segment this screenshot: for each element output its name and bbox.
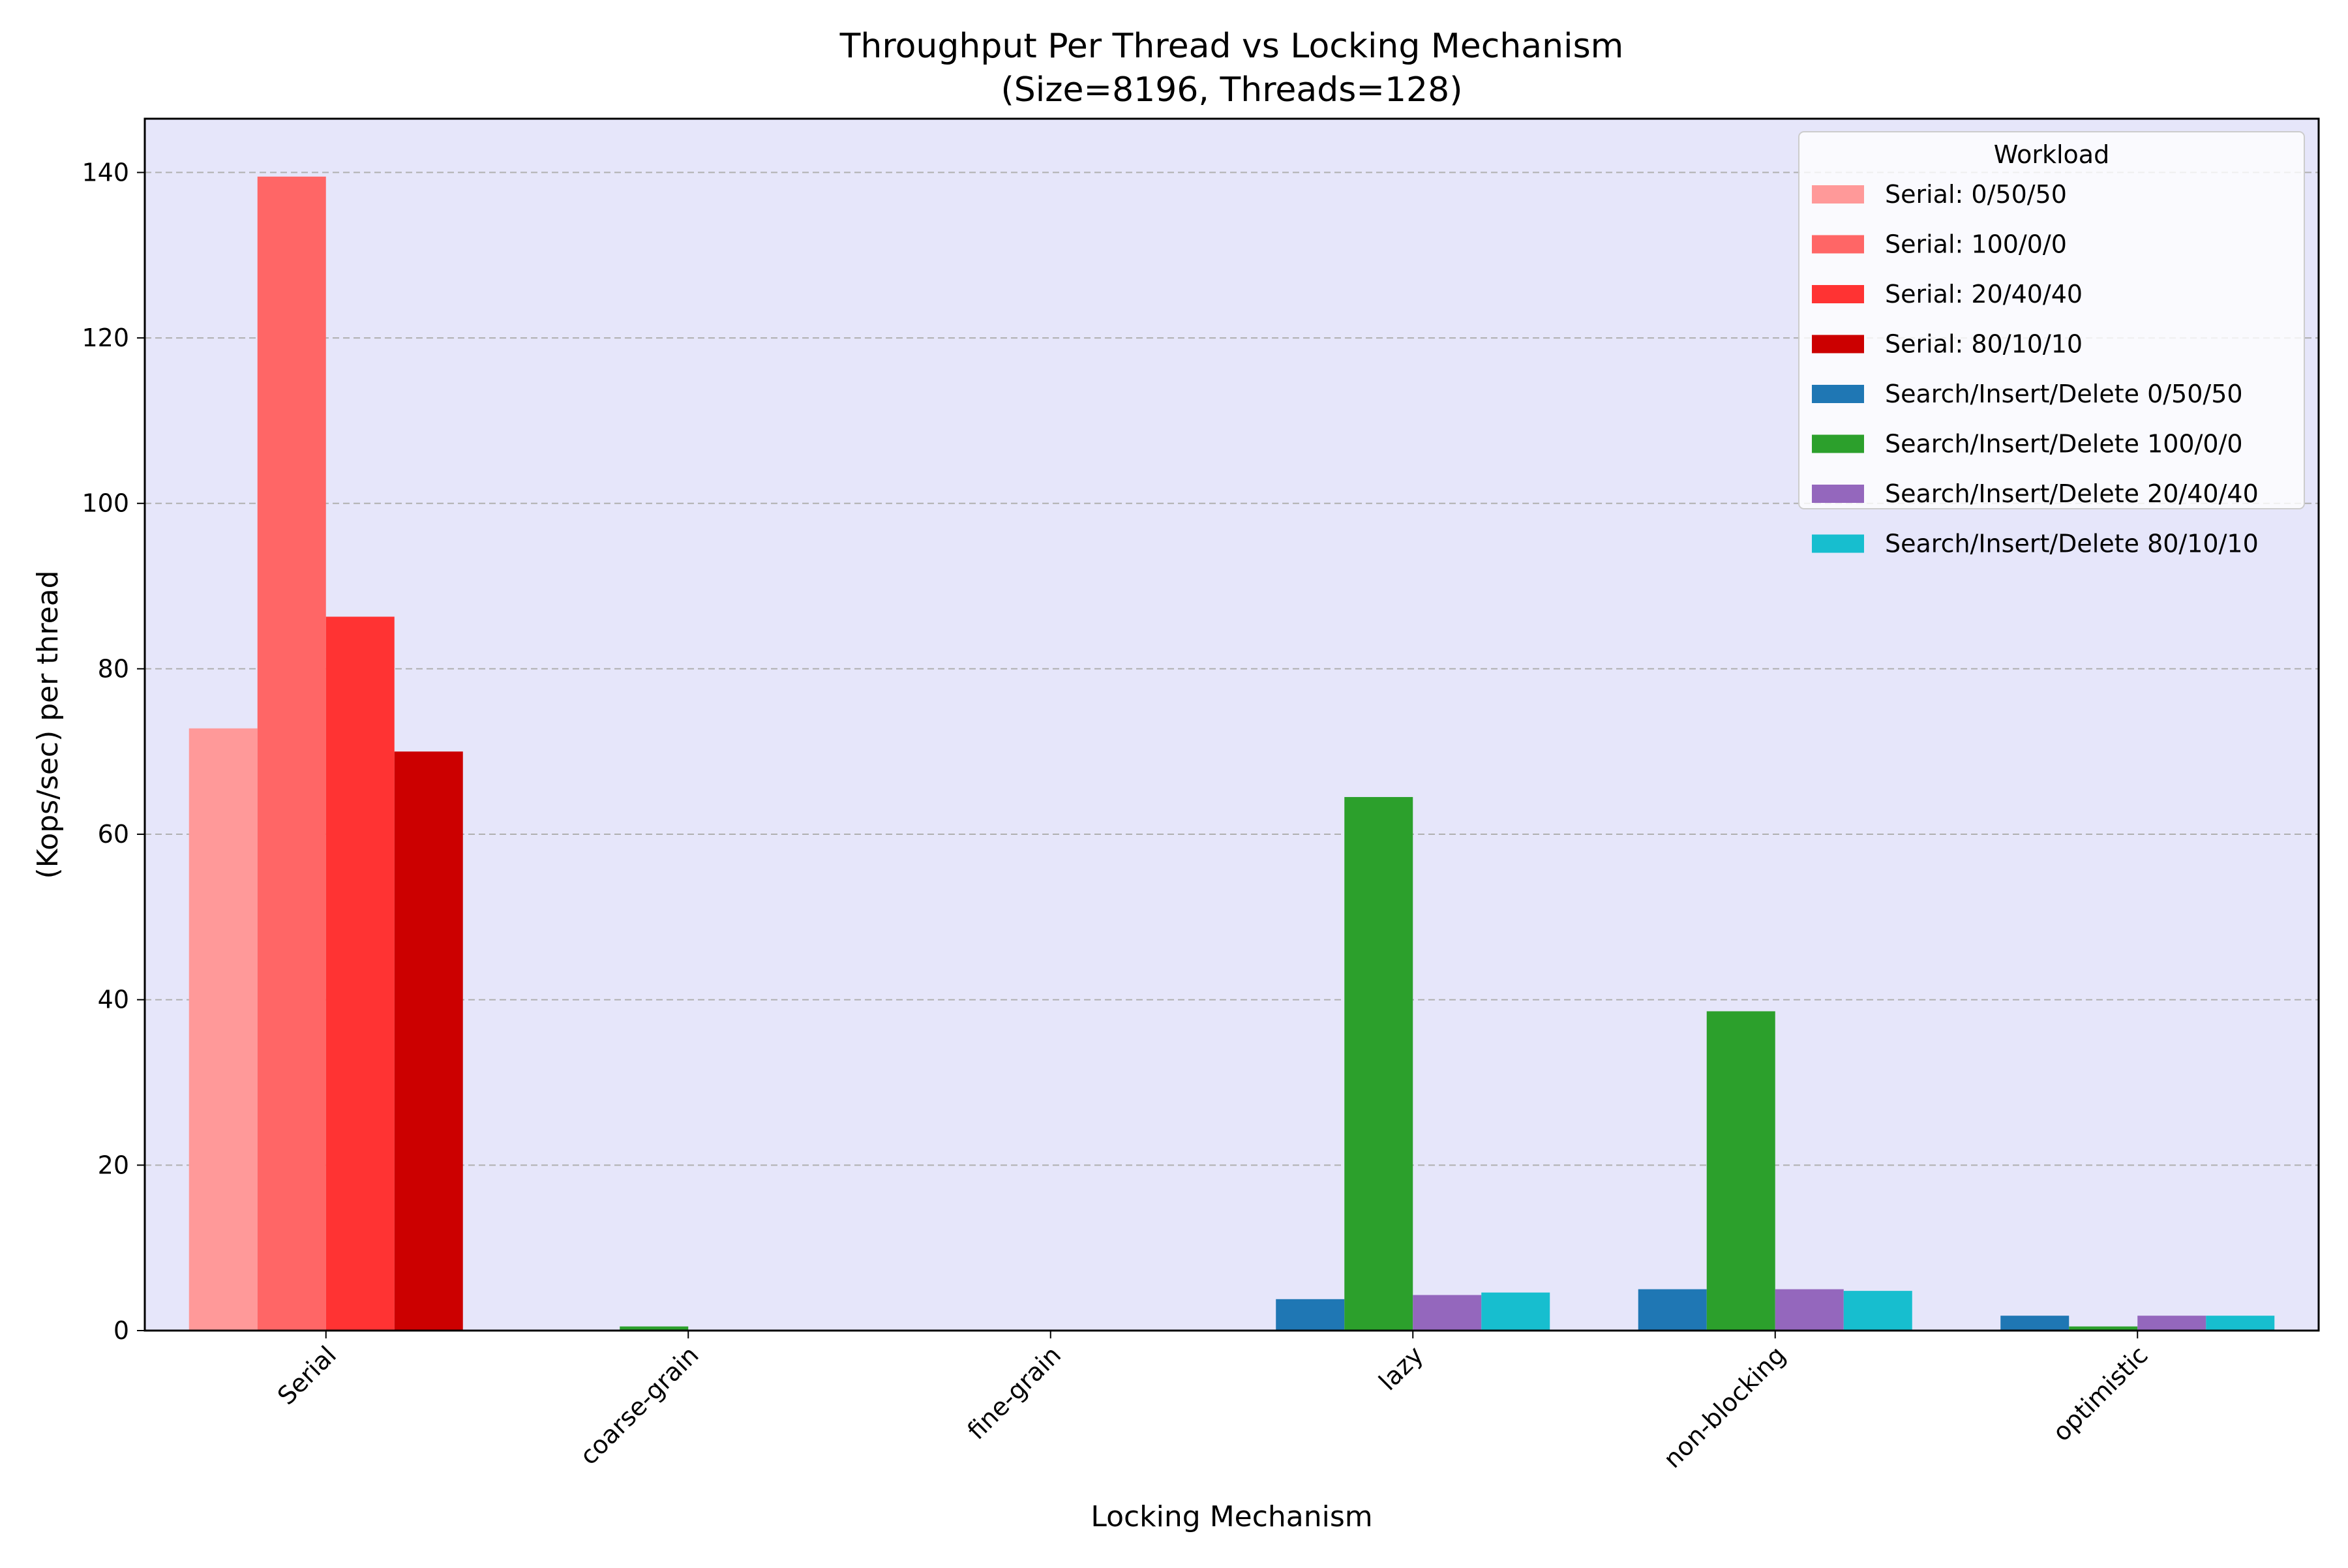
bar-lazy-series-7	[1481, 1293, 1550, 1331]
legend-label: Serial: 0/50/50	[1885, 180, 2067, 209]
x-tick-label: Serial	[272, 1340, 342, 1410]
legend: Workload Serial: 0/50/50 Serial: 100/0/0 S…	[1799, 132, 2304, 558]
bar-lazy-series-6	[1413, 1295, 1481, 1331]
x-axis: Serial coarse-grain fine-grain lazy non-bloc…	[272, 1331, 2154, 1473]
bar-non-blocking-series-7	[1844, 1291, 1912, 1331]
y-tick-label: 20	[98, 1151, 129, 1179]
legend-swatch	[1812, 535, 1864, 553]
legend-label: Search/Insert/Delete 20/40/40	[1885, 479, 2259, 508]
y-tick-label: 60	[98, 820, 129, 849]
legend-title: Workload	[1994, 140, 2109, 169]
y-tick-label: 80	[98, 654, 129, 683]
x-tick-label: fine-grain	[962, 1340, 1066, 1445]
bar-non-blocking-series-6	[1775, 1289, 1844, 1331]
bar-serial-series-2	[326, 616, 395, 1331]
x-tick-label: optimistic	[2047, 1340, 2154, 1447]
legend-swatch	[1812, 435, 1864, 453]
legend-swatch	[1812, 185, 1864, 204]
chart-subtitle: (Size=8196, Threads=128)	[1001, 70, 1462, 110]
bar-lazy-series-4	[1276, 1299, 1344, 1331]
bar-lazy-series-5	[1344, 797, 1413, 1331]
chart-title: Throughput Per Thread vs Locking Mechani…	[839, 27, 1624, 66]
legend-swatch	[1812, 385, 1864, 403]
legend-label: Serial: 20/40/40	[1885, 280, 2083, 309]
bar-optimistic-series-6	[2137, 1316, 2206, 1331]
bar-optimistic-series-7	[2206, 1316, 2274, 1331]
y-tick-label: 100	[82, 489, 129, 518]
x-tick-label: coarse-grain	[574, 1340, 704, 1470]
legend-label: Serial: 80/10/10	[1885, 330, 2083, 359]
legend-swatch	[1812, 335, 1864, 354]
x-tick-label: non-blocking	[1658, 1340, 1791, 1473]
x-tick-label: lazy	[1374, 1340, 1429, 1396]
bar-non-blocking-series-5	[1707, 1011, 1775, 1331]
bar-optimistic-series-4	[2000, 1316, 2069, 1331]
x-axis-label: Locking Mechanism	[1091, 1500, 1372, 1533]
y-tick-label: 120	[82, 324, 129, 352]
legend-swatch	[1812, 485, 1864, 503]
bar-non-blocking-series-4	[1638, 1289, 1707, 1331]
legend-label: Search/Insert/Delete 100/0/0	[1885, 430, 2243, 459]
y-tick-label: 0	[113, 1316, 129, 1345]
y-tick-label: 140	[82, 158, 129, 187]
legend-swatch	[1812, 285, 1864, 303]
y-axis: 0 20 40 60 80 100 120 140	[82, 158, 145, 1345]
y-tick-label: 40	[98, 986, 129, 1014]
legend-label: Serial: 100/0/0	[1885, 230, 2067, 259]
bar-serial-series-0	[189, 729, 258, 1331]
bar-serial-series-3	[395, 751, 463, 1331]
legend-swatch	[1812, 235, 1864, 254]
bar-serial-series-1	[258, 177, 326, 1331]
legend-label: Search/Insert/Delete 80/10/10	[1885, 530, 2259, 558]
y-axis-label: (Kops/sec) per thread	[31, 570, 65, 879]
legend-label: Search/Insert/Delete 0/50/50	[1885, 380, 2243, 408]
